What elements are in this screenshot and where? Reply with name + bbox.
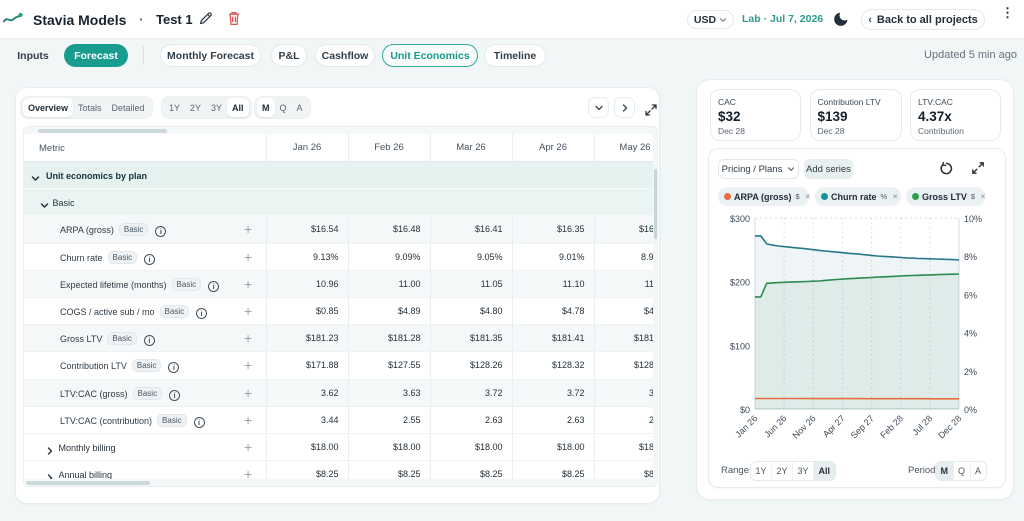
svg-text:Dec 28: Dec 28	[936, 413, 963, 440]
svg-text:Jun 26: Jun 26	[762, 413, 788, 439]
svg-text:Sep 27: Sep 27	[849, 413, 876, 440]
svg-text:Nov 26: Nov 26	[790, 413, 817, 440]
svg-text:2%: 2%	[964, 367, 977, 377]
svg-text:0%: 0%	[964, 405, 977, 415]
svg-text:$300: $300	[730, 214, 750, 224]
svg-text:$200: $200	[730, 278, 750, 288]
svg-text:Jan 26: Jan 26	[733, 413, 759, 439]
svg-text:Feb 28: Feb 28	[878, 413, 905, 440]
svg-text:$0: $0	[740, 405, 750, 415]
svg-text:$100: $100	[730, 341, 750, 351]
svg-text:Jul 28: Jul 28	[910, 413, 934, 437]
svg-text:4%: 4%	[964, 329, 977, 339]
svg-text:10%: 10%	[964, 214, 982, 224]
svg-text:6%: 6%	[964, 290, 977, 300]
svg-text:8%: 8%	[964, 252, 977, 262]
svg-text:Apr 27: Apr 27	[821, 413, 847, 439]
